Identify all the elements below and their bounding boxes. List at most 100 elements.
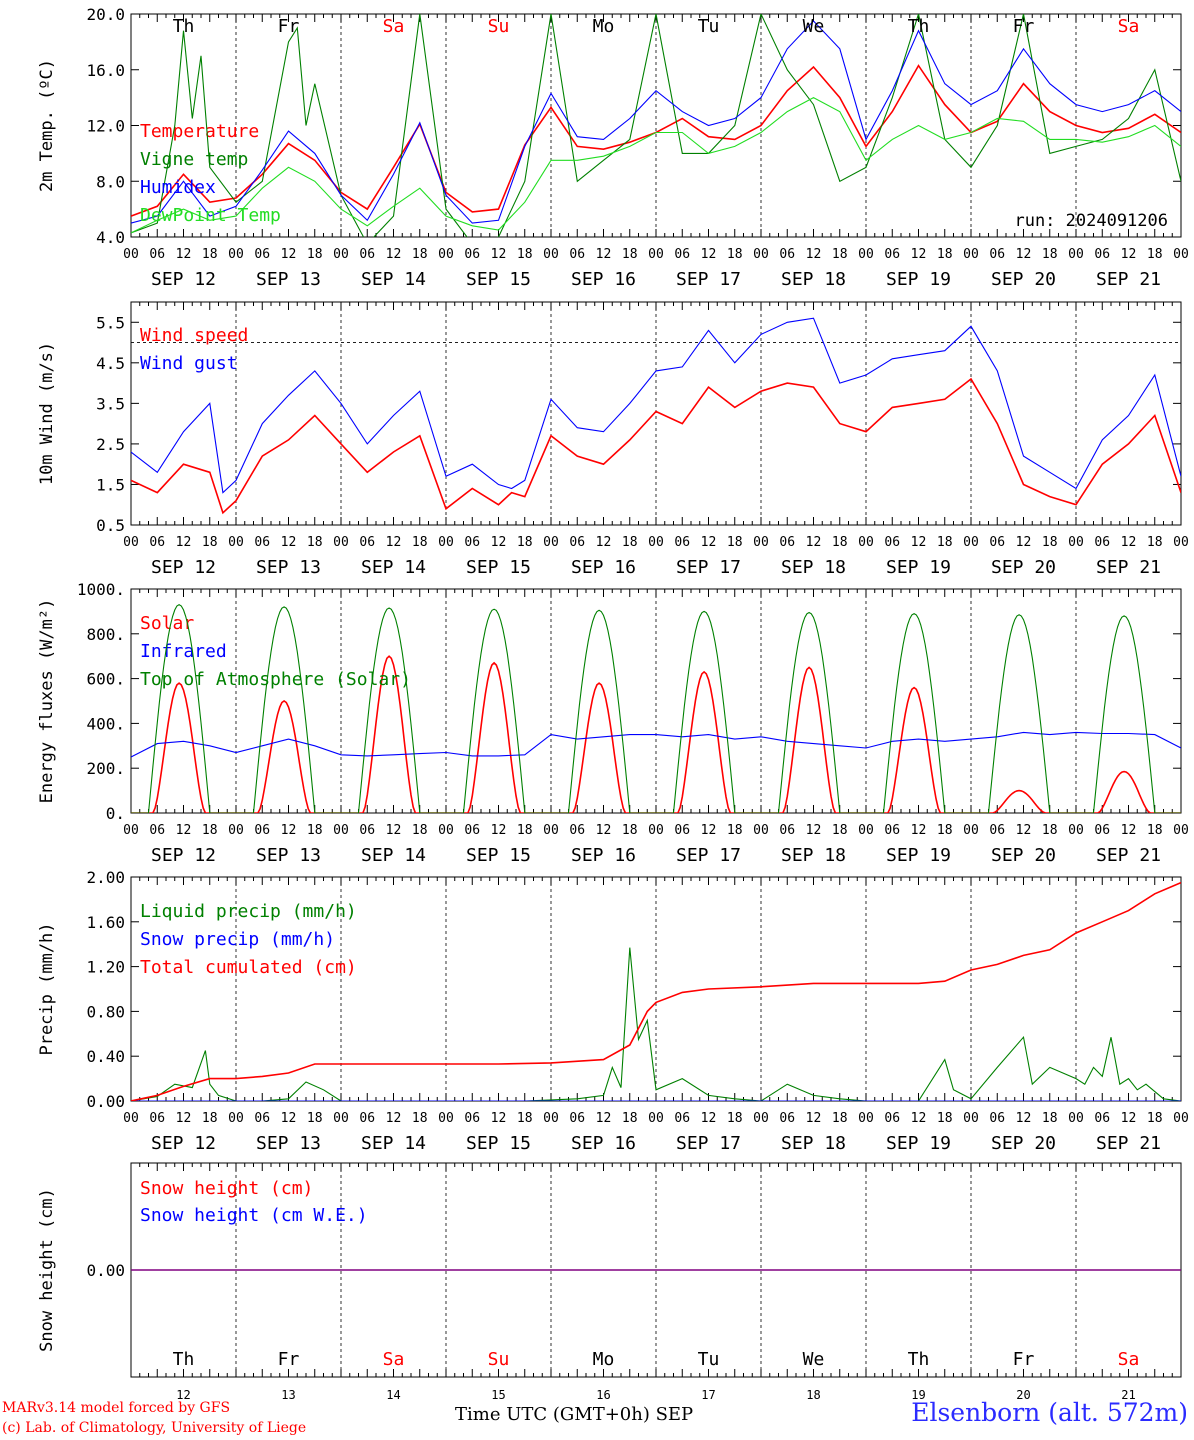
day-name-label: Fr <box>278 16 300 37</box>
hour-tick-label: 12 <box>491 535 507 550</box>
y-axis-label: Precip (mm/h) <box>37 922 57 1055</box>
hour-tick-label: 00 <box>1068 1111 1084 1126</box>
legend-entry: Total cumulated (cm) <box>140 957 357 978</box>
hour-tick-label: 00 <box>333 247 349 262</box>
hour-tick-label: 18 <box>832 535 848 550</box>
legend-entry: Liquid precip (mm/h) <box>140 901 357 922</box>
y-tick-label: 1.60 <box>86 913 125 932</box>
hour-tick-label: 12 <box>806 535 822 550</box>
x-axis-title: Time UTC (GMT+0h) SEP <box>455 1404 694 1425</box>
hour-tick-label: 12 <box>596 535 612 550</box>
hour-tick-label: 00 <box>858 823 874 838</box>
hour-tick-label: 12 <box>1016 535 1032 550</box>
hour-tick-label: 12 <box>911 823 927 838</box>
date-label: SEP 15 <box>466 845 531 866</box>
date-label: SEP 13 <box>256 269 321 290</box>
day-number-label: 21 <box>1121 1388 1135 1402</box>
hour-tick-label: 00 <box>1173 247 1189 262</box>
hour-tick-label: 18 <box>622 247 638 262</box>
y-tick-label: 1.20 <box>86 958 125 977</box>
date-label: SEP 18 <box>781 845 846 866</box>
hour-tick-label: 18 <box>1042 823 1058 838</box>
date-label: SEP 17 <box>676 269 741 290</box>
hour-tick-label: 18 <box>832 247 848 262</box>
date-label: SEP 19 <box>886 557 951 578</box>
hour-tick-label: 00 <box>123 1111 139 1126</box>
y-tick-label: 0. <box>106 804 125 823</box>
station-name: Elsenborn (alt. 572m) <box>911 1398 1188 1427</box>
date-label: SEP 17 <box>676 557 741 578</box>
hour-tick-label: 18 <box>937 535 953 550</box>
day-name-label: Sa <box>383 16 405 37</box>
day-name-label: We <box>803 1349 825 1370</box>
hour-tick-label: 06 <box>149 823 165 838</box>
day-name-label: Mo <box>593 1349 615 1370</box>
hour-tick-label: 06 <box>674 535 690 550</box>
hour-tick-label: 06 <box>569 823 585 838</box>
hour-tick-label: 06 <box>779 535 795 550</box>
hour-tick-label: 00 <box>753 535 769 550</box>
hour-tick-label: 18 <box>412 1111 428 1126</box>
legend-entry: Wind speed <box>140 325 248 346</box>
hour-tick-label: 06 <box>884 247 900 262</box>
hour-tick-label: 18 <box>1042 535 1058 550</box>
y-axis-label: 10m Wind (m/s) <box>37 342 57 485</box>
series-line-solar <box>131 655 1181 813</box>
hour-tick-label: 18 <box>202 535 218 550</box>
hour-tick-label: 00 <box>1173 535 1189 550</box>
hour-tick-label: 06 <box>464 535 480 550</box>
hour-tick-label: 18 <box>307 247 323 262</box>
legend-entry: DewPoint Temp <box>140 205 281 226</box>
series-line-infrared <box>131 731 1181 758</box>
day-name-label: Mo <box>593 16 615 37</box>
hour-tick-label: 12 <box>596 247 612 262</box>
hour-tick-label: 18 <box>1147 247 1163 262</box>
hour-tick-label: 06 <box>884 823 900 838</box>
hour-tick-label: 12 <box>596 823 612 838</box>
date-label: SEP 19 <box>886 1133 951 1154</box>
legend-entry: Snow precip (mm/h) <box>140 929 335 950</box>
hour-tick-label: 00 <box>753 247 769 262</box>
hour-tick-label: 18 <box>727 823 743 838</box>
hour-tick-label: 06 <box>359 823 375 838</box>
y-axis-label: 2m Temp. (ºC) <box>37 59 57 192</box>
hour-tick-label: 00 <box>228 247 244 262</box>
hour-tick-label: 00 <box>858 247 874 262</box>
hour-tick-label: 18 <box>622 535 638 550</box>
date-label: SEP 14 <box>361 269 426 290</box>
date-label: SEP 16 <box>571 557 636 578</box>
date-label: SEP 12 <box>151 269 216 290</box>
y-tick-label: 0.5 <box>96 516 125 535</box>
hour-tick-label: 06 <box>359 535 375 550</box>
legend-entry: Wind gust <box>140 353 238 374</box>
legend-entry: Snow height (cm W.E.) <box>140 1205 368 1226</box>
hour-tick-label: 12 <box>386 1111 402 1126</box>
y-tick-label: 12.0 <box>86 117 125 136</box>
hour-tick-label: 00 <box>228 535 244 550</box>
hour-tick-label: 12 <box>281 535 297 550</box>
hour-tick-label: 18 <box>1147 535 1163 550</box>
hour-tick-label: 00 <box>858 1111 874 1126</box>
date-label: SEP 18 <box>781 269 846 290</box>
hour-tick-label: 12 <box>281 823 297 838</box>
y-tick-label: 0.00 <box>86 1092 125 1111</box>
hour-tick-label: 06 <box>884 535 900 550</box>
hour-tick-label: 06 <box>1094 823 1110 838</box>
hour-tick-label: 12 <box>701 823 717 838</box>
date-label: SEP 21 <box>1096 557 1161 578</box>
date-label: SEP 18 <box>781 557 846 578</box>
day-name-label: Th <box>173 1349 195 1370</box>
date-label: SEP 21 <box>1096 845 1161 866</box>
hour-tick-label: 12 <box>1121 247 1137 262</box>
hour-tick-label: 12 <box>1016 1111 1032 1126</box>
y-axis-label: Snow height (cm) <box>37 1188 57 1352</box>
hour-tick-label: 00 <box>648 1111 664 1126</box>
credit-line: MARv3.14 model forced by GFS <box>2 1400 231 1416</box>
hour-tick-label: 06 <box>254 1111 270 1126</box>
date-label: SEP 20 <box>991 845 1056 866</box>
plot-frame <box>130 588 1182 814</box>
hour-tick-label: 18 <box>937 1111 953 1126</box>
date-label: SEP 14 <box>361 1133 426 1154</box>
hour-tick-label: 06 <box>149 1111 165 1126</box>
hour-tick-label: 12 <box>596 1111 612 1126</box>
